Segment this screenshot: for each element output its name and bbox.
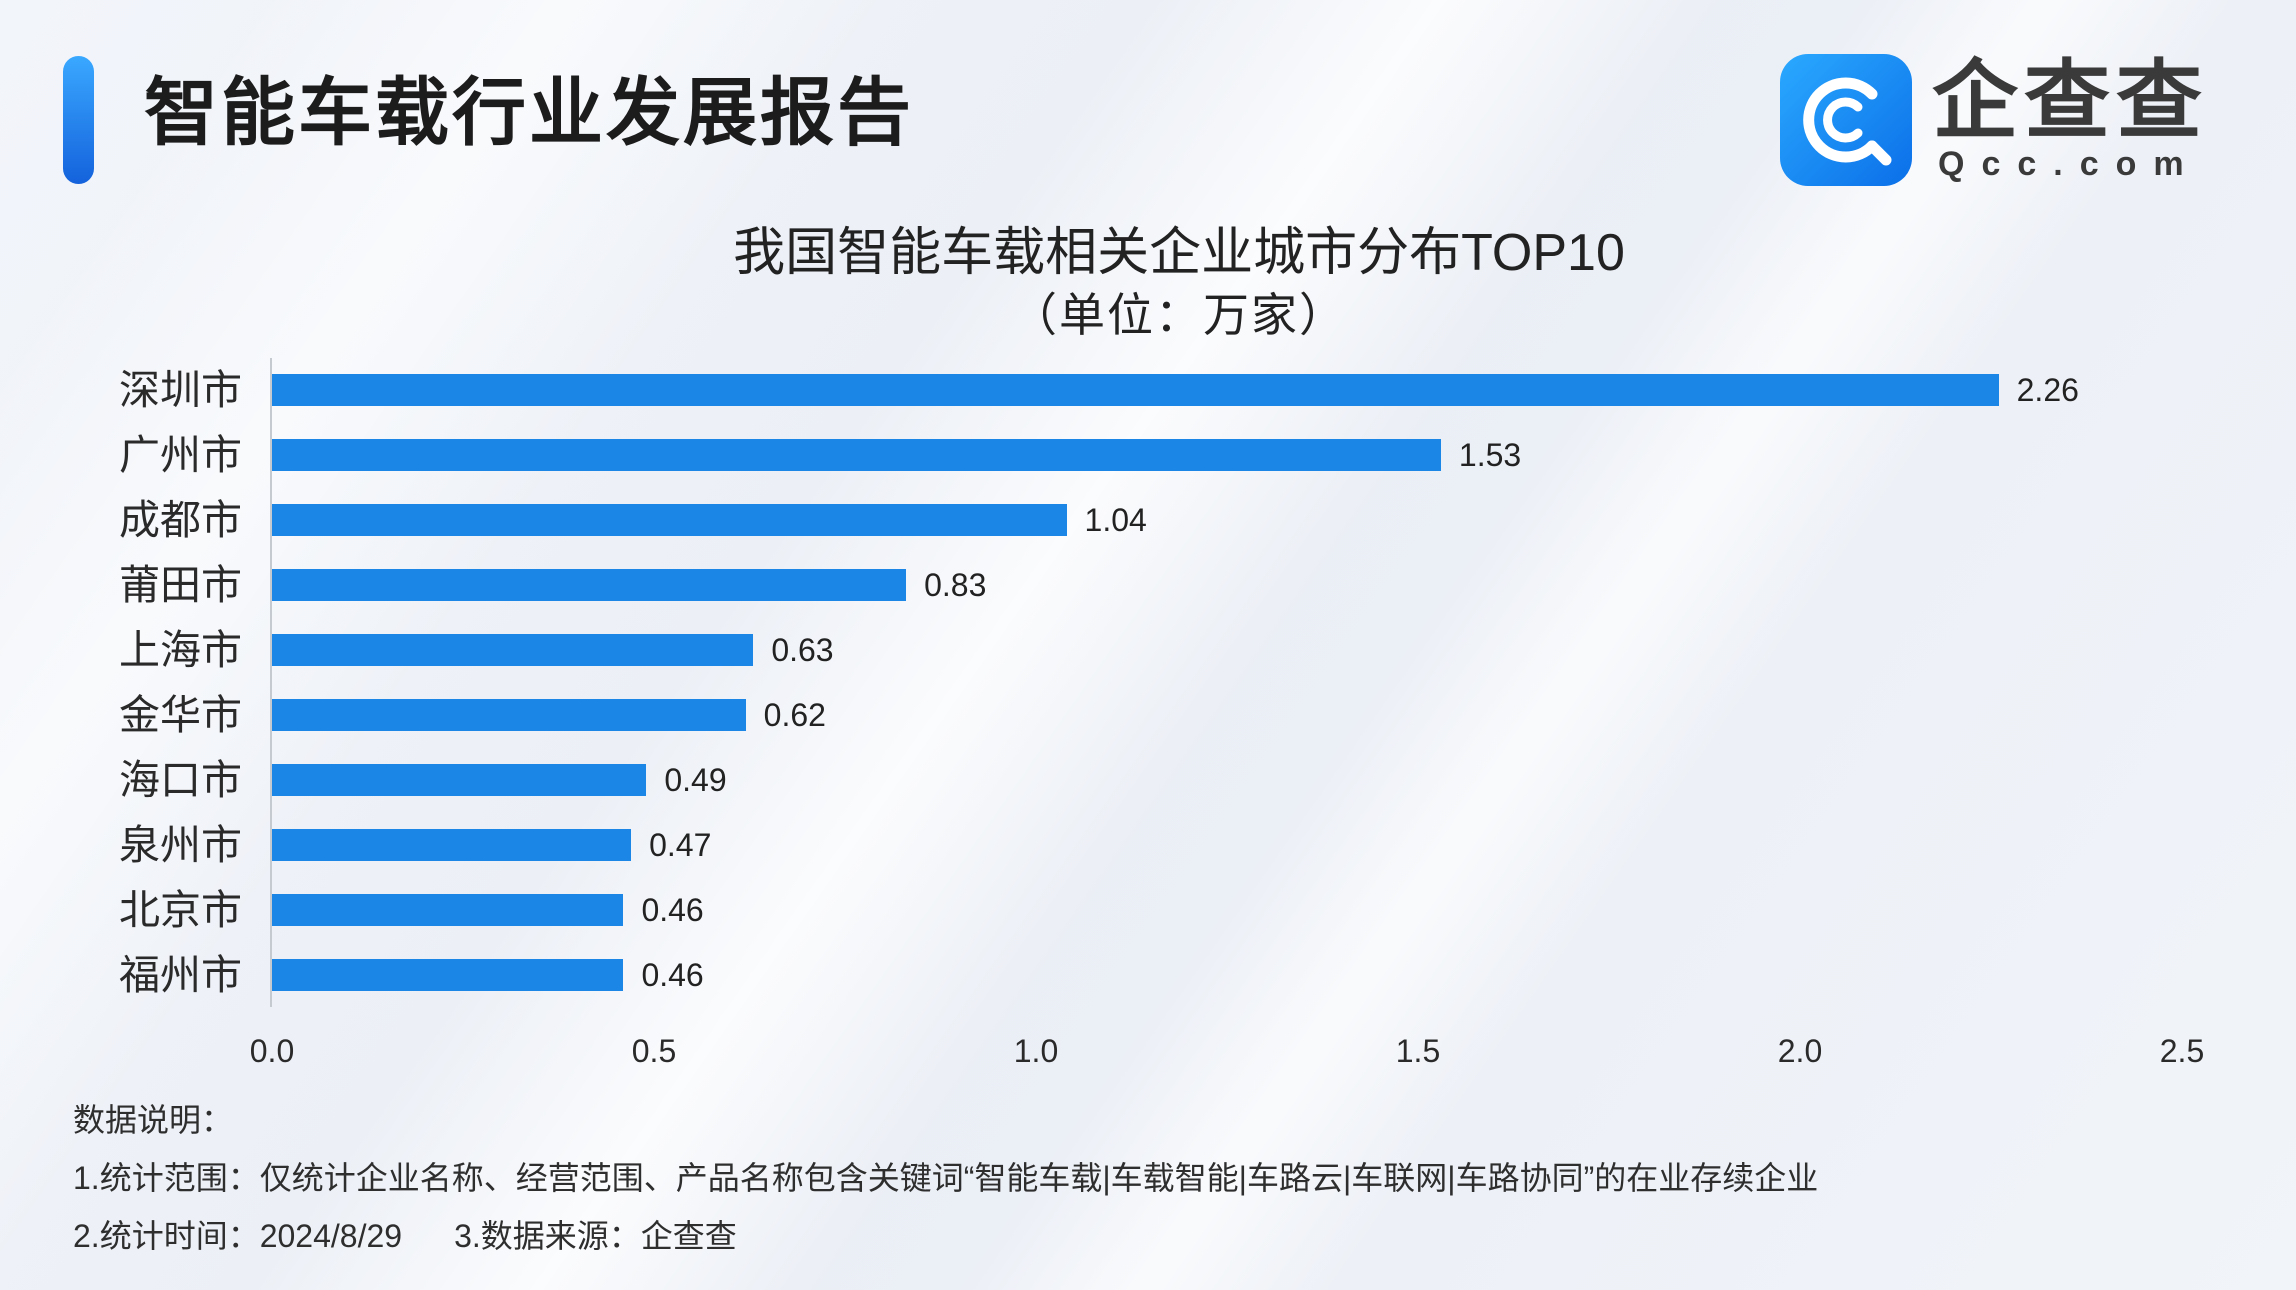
value-label: 0.49 <box>664 761 727 798</box>
bar <box>272 374 1999 407</box>
category-label: 莆田市 <box>119 562 242 609</box>
value-label: 0.62 <box>763 696 826 733</box>
value-label: 1.04 <box>1084 502 1147 539</box>
notes-scope: 1.统计范围：仅统计企业名称、经营范围、产品名称包含关键词“智能车载|车载智能|… <box>73 1160 1819 1196</box>
brand-name: 企查查 <box>1932 53 2208 149</box>
category-label: 福州市 <box>119 951 242 998</box>
title-accent-bar <box>63 56 94 184</box>
bar <box>272 439 1441 472</box>
bar <box>272 763 647 796</box>
category-label: 金华市 <box>119 691 242 738</box>
value-label: 0.47 <box>649 826 712 863</box>
value-label: 0.46 <box>641 891 704 928</box>
brand-logo: 企查查 Qcc.com <box>1780 54 2220 188</box>
bar <box>272 828 632 861</box>
category-label: 深圳市 <box>119 367 242 414</box>
chart-unit-subtitle: （单位：万家） <box>1011 289 1347 341</box>
category-label: 广州市 <box>119 432 242 479</box>
category-label: 成都市 <box>119 497 242 544</box>
y-axis-line <box>270 358 272 1007</box>
value-label: 0.83 <box>924 567 987 604</box>
bar <box>272 569 907 602</box>
category-label: 上海市 <box>119 627 242 674</box>
notes-date: 2.统计时间：2024/8/29 <box>73 1218 403 1254</box>
category-label: 泉州市 <box>119 821 242 868</box>
x-tick-label: 2.5 <box>2159 1033 2205 1069</box>
qcc-logo-icon <box>1780 54 1912 186</box>
x-tick-label: 0.0 <box>249 1033 295 1069</box>
bar <box>272 698 746 731</box>
report-title: 智能车载行业发展报告 <box>144 71 914 154</box>
value-label: 2.26 <box>2016 372 2079 409</box>
value-label: 1.53 <box>1458 437 1522 474</box>
category-label: 海口市 <box>119 756 242 803</box>
category-label: 北京市 <box>119 886 242 933</box>
notes-heading: 数据说明： <box>73 1102 234 1138</box>
bar-chart-plot: 深圳市 2.26 广州市 1.53 成都市 1.04 莆田市 0.83 上海市 0.63 金华市 0.… <box>119 358 2204 1069</box>
x-tick-label: 0.5 <box>631 1033 677 1069</box>
notes-meta-line: 2.统计时间：2024/8/29 3.数据来源：企查查 <box>73 1207 2223 1265</box>
x-tick-label: 2.0 <box>1777 1033 1823 1069</box>
notes-source: 3.数据来源：企查查 <box>454 1218 737 1254</box>
value-label: 0.46 <box>641 956 704 993</box>
value-label: 0.63 <box>771 632 834 669</box>
bar <box>272 893 624 926</box>
brand-domain: Qcc.com <box>1938 145 2201 183</box>
data-notes: 数据说明： 1.统计范围：仅统计企业名称、经营范围、产品名称包含关键词“智能车载… <box>73 1091 2223 1265</box>
bar <box>272 958 624 991</box>
x-tick-label: 1.0 <box>1013 1033 1059 1069</box>
bar <box>272 634 754 667</box>
chart-title: 我国智能车载相关企业城市分布TOP10 <box>733 224 1625 282</box>
x-tick-label: 1.5 <box>1395 1033 1441 1069</box>
bar <box>272 504 1067 537</box>
